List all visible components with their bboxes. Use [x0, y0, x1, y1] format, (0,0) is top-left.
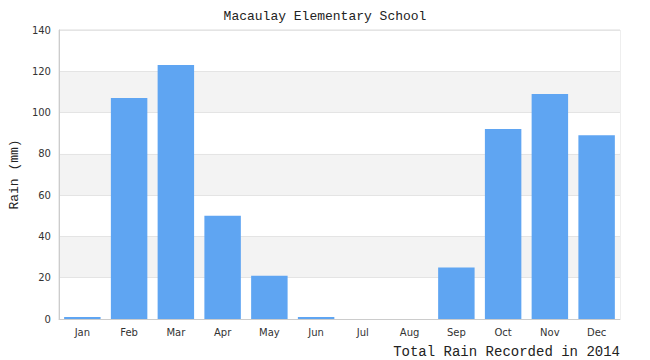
svg-text:Feb: Feb — [120, 327, 138, 338]
svg-text:100: 100 — [32, 107, 51, 118]
svg-text:Jul: Jul — [356, 327, 369, 338]
svg-text:Aug: Aug — [400, 327, 420, 338]
svg-text:Oct: Oct — [494, 327, 511, 338]
svg-text:Sep: Sep — [447, 327, 466, 338]
svg-text:Jan: Jan — [74, 327, 90, 338]
svg-text:120: 120 — [32, 66, 51, 77]
svg-text:Macaulay Elementary School: Macaulay Elementary School — [224, 9, 427, 24]
svg-text:Total Rain Recorded in 2014: Total Rain Recorded in 2014 — [393, 344, 620, 360]
svg-text:80: 80 — [38, 148, 51, 159]
svg-text:Jun: Jun — [307, 327, 324, 338]
svg-text:Mar: Mar — [166, 327, 186, 338]
svg-text:140: 140 — [32, 25, 51, 36]
svg-text:60: 60 — [38, 190, 51, 201]
svg-text:May: May — [259, 327, 280, 338]
svg-text:Rain (mm): Rain (mm) — [7, 139, 22, 209]
svg-text:0: 0 — [45, 314, 51, 325]
svg-text:40: 40 — [38, 231, 51, 242]
svg-text:20: 20 — [38, 272, 51, 283]
svg-text:Nov: Nov — [540, 327, 560, 338]
svg-text:Apr: Apr — [214, 327, 232, 338]
svg-text:Dec: Dec — [587, 327, 606, 338]
